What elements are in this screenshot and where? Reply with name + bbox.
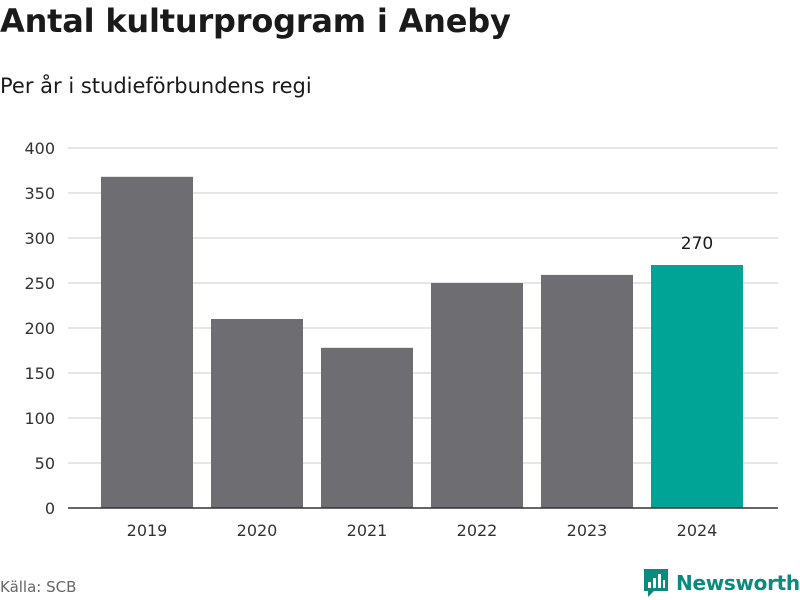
brand-name: Newsworthy xyxy=(676,571,800,595)
y-tick-label: 300 xyxy=(24,229,55,248)
data-label: 270 xyxy=(681,234,713,254)
y-tick-label: 200 xyxy=(24,319,55,338)
bar-2019 xyxy=(101,176,193,509)
y-tick-label: 350 xyxy=(24,184,55,203)
y-tick-label: 400 xyxy=(24,139,55,158)
x-tick-label: 2021 xyxy=(347,521,388,540)
y-tick-label: 100 xyxy=(24,409,55,428)
bar-2023 xyxy=(541,274,633,508)
x-tick-label: 2023 xyxy=(567,521,608,540)
bar-2020 xyxy=(211,319,303,508)
y-tick-label: 250 xyxy=(24,274,55,293)
bar-2022 xyxy=(431,283,523,508)
x-tick-label: 2024 xyxy=(677,521,718,540)
x-tick-label: 2020 xyxy=(237,521,278,540)
newsworthy-logo-icon xyxy=(644,569,668,597)
x-tick-label: 2019 xyxy=(127,521,168,540)
bar-2021 xyxy=(321,347,413,508)
newsworthy-brand: Newsworthy xyxy=(644,569,800,597)
chart-subtitle: Per år i studieförbundens regi xyxy=(0,74,312,98)
y-tick-label: 0 xyxy=(45,499,55,518)
chart-title: Antal kulturprogram i Aneby xyxy=(0,2,511,40)
y-tick-label: 150 xyxy=(24,364,55,383)
x-tick-label: 2022 xyxy=(457,521,498,540)
bar-2024 xyxy=(651,265,743,508)
y-tick-label: 50 xyxy=(35,454,55,473)
source-note: Källa: SCB xyxy=(0,578,77,596)
bar-chart: 0 50 100 150 200 250 300 350 400 2019 2020 2021 2022… xyxy=(24,139,778,540)
